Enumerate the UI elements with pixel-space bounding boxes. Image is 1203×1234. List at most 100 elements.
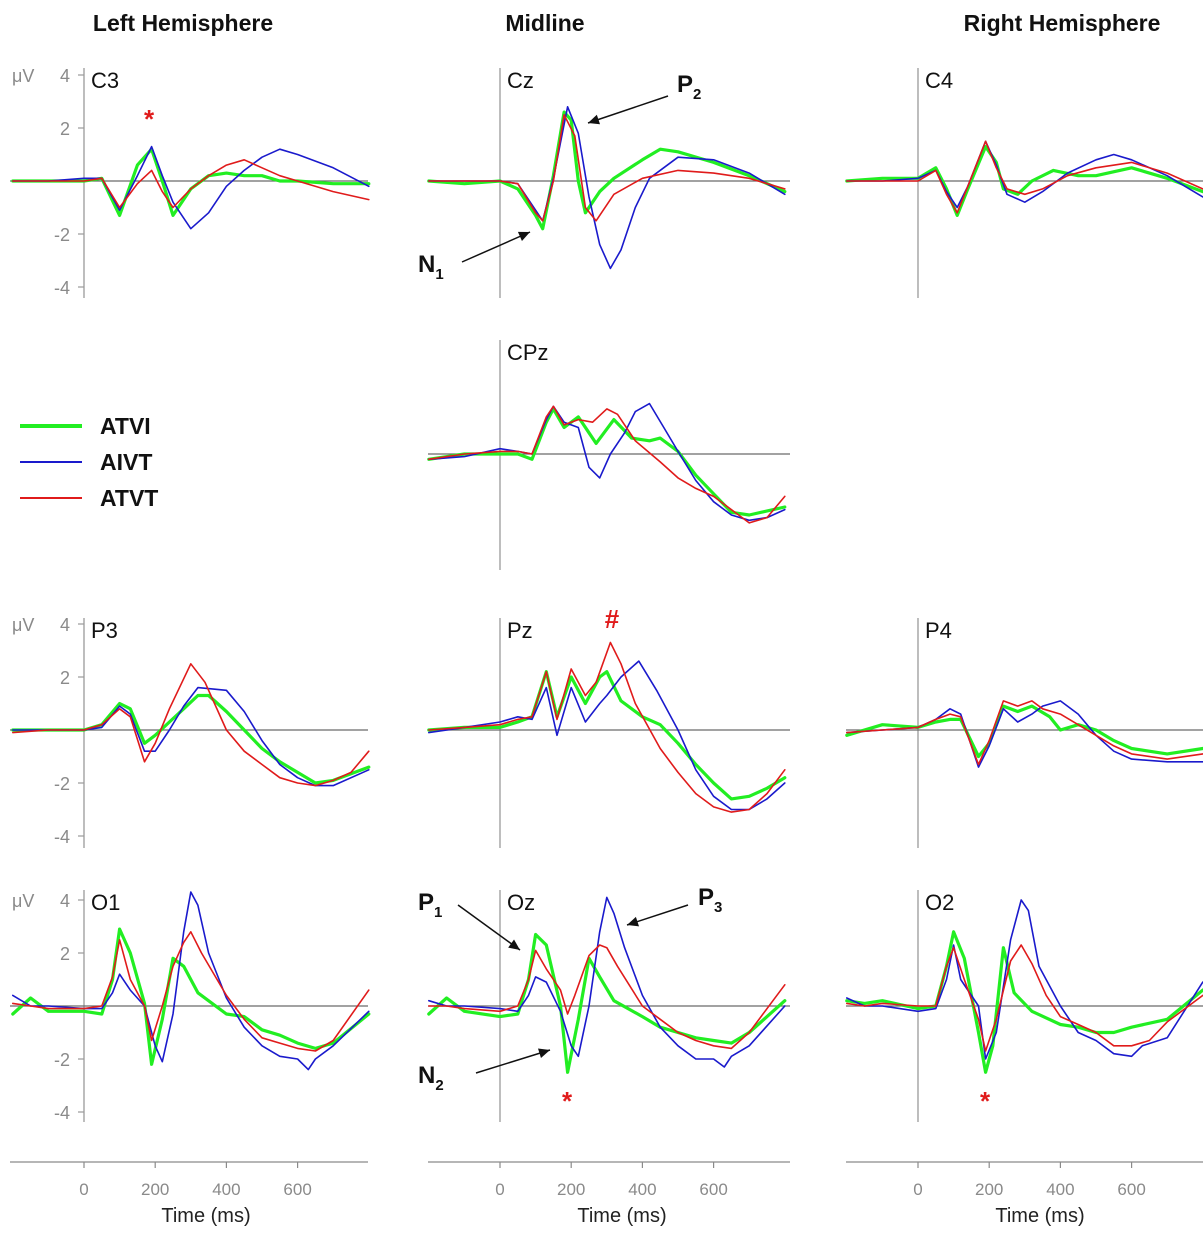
legend: ATVI AIVT ATVT	[20, 408, 158, 516]
waveform-cpz-atvt	[428, 405, 786, 524]
electrode-label-p3: P3	[91, 618, 118, 643]
y-tick-label-o1-3: -4	[54, 1103, 70, 1123]
electrode-label-o2: O2	[925, 890, 954, 915]
electrode-label-cz: Cz	[507, 68, 534, 93]
legend-label-atvi: ATVI	[100, 412, 151, 439]
unit-label-o1: μV	[12, 891, 34, 911]
legend-label-atvt: ATVT	[100, 484, 159, 511]
x-tick-label-col-2-2: 400	[1046, 1180, 1074, 1199]
arrow-cz-p2	[587, 95, 669, 124]
waveform-pz-aivt	[428, 660, 786, 811]
electrode-label-oz: Oz	[507, 890, 535, 915]
component-label-cz-n1: N1	[418, 251, 444, 283]
y-tick-label-p3-1: 2	[60, 668, 70, 688]
component-label-oz-n2-subscript: 2	[435, 1077, 443, 1094]
x-tick-label-col-2-1: 200	[975, 1180, 1003, 1199]
electrode-label-o1: O1	[91, 890, 120, 915]
legend-label-aivt: AIVT	[100, 448, 153, 475]
legend-swatch-atvt	[20, 497, 82, 499]
legend-item-atvi: ATVI	[20, 408, 158, 444]
significance-mark-c3: *	[144, 104, 155, 134]
unit-label-p3: μV	[12, 615, 34, 635]
arrow-cz-p2-head	[588, 114, 601, 125]
legend-item-aivt: AIVT	[20, 444, 158, 480]
x-axis-label-col-1: Time (ms)	[577, 1205, 666, 1227]
component-label-oz-n2: N2	[418, 1062, 444, 1094]
x-tick-label-col-1-0: 0	[495, 1180, 504, 1199]
legend-swatch-aivt	[20, 461, 82, 463]
component-label-oz-p3: P3	[698, 884, 722, 916]
waveform-c4-atvt	[846, 140, 1203, 214]
arrow-oz-n2	[475, 1049, 551, 1074]
y-tick-label-p3-2: -2	[54, 774, 70, 794]
significance-mark-pz: #	[605, 604, 620, 634]
x-tick-label-col-1-1: 200	[557, 1180, 585, 1199]
y-tick-label-c3-3: -4	[54, 278, 70, 298]
header-left-hemisphere: Left Hemisphere	[92, 10, 274, 36]
legend-swatch-atvi	[20, 424, 82, 428]
x-axis-label-col-2: Time (ms)	[995, 1205, 1084, 1227]
arrow-cz-n1	[461, 231, 531, 263]
legend-item-atvt: ATVT	[20, 480, 158, 516]
y-tick-label-c3-2: -2	[54, 225, 70, 245]
waveform-o1-atvt	[12, 931, 370, 1052]
waveform-cz-atvi	[427, 110, 787, 231]
y-tick-label-c3-1: 2	[60, 119, 70, 139]
arrow-cz-n1-head	[517, 231, 530, 242]
waveform-c3-atvt	[12, 159, 370, 209]
x-tick-label-col-0-1: 200	[141, 1180, 169, 1199]
component-label-oz-p1: P1	[418, 889, 442, 921]
arrow-oz-p1	[457, 904, 521, 951]
arrow-oz-p3-head	[627, 916, 640, 927]
waveform-p3-atvi	[11, 693, 371, 785]
waveform-o2-atvi	[845, 930, 1203, 1074]
x-tick-label-col-0-2: 400	[212, 1180, 240, 1199]
component-label-cz-p2-subscript: 2	[693, 86, 701, 103]
unit-label-c3: μV	[12, 66, 34, 86]
waveform-oz-atvi	[427, 932, 787, 1074]
waveform-oz-aivt	[428, 896, 786, 1068]
header-right-hemisphere: Right Hemisphere	[963, 10, 1161, 36]
significance-mark-o2: *	[980, 1086, 991, 1116]
waveform-p3-aivt	[12, 686, 370, 787]
waveform-p4-atvt	[846, 700, 1203, 766]
x-tick-label-col-2-0: 0	[913, 1180, 922, 1199]
x-tick-label-col-2-3: 600	[1117, 1180, 1145, 1199]
electrode-label-p4: P4	[925, 618, 952, 643]
electrode-label-cpz: CPz	[507, 340, 549, 365]
y-tick-label-o1-1: 2	[60, 944, 70, 964]
waveform-pz-atvi	[427, 670, 787, 801]
component-label-oz-p3-subscript: 3	[714, 899, 722, 916]
header-midline: Midline	[505, 10, 585, 36]
waveform-cpz-aivt	[428, 402, 786, 522]
x-tick-label-col-0-0: 0	[79, 1180, 88, 1199]
component-label-cz-p2: P2	[677, 71, 701, 103]
waveform-cz-aivt	[428, 106, 786, 270]
y-tick-label-c3-0: 4	[60, 66, 70, 86]
x-tick-label-col-1-2: 400	[628, 1180, 656, 1199]
y-tick-label-p3-0: 4	[60, 615, 70, 635]
x-axis-label-col-0: Time (ms)	[161, 1205, 250, 1227]
component-label-oz-p1-subscript: 1	[434, 904, 442, 921]
component-label-cz-n1-subscript: 1	[435, 266, 443, 283]
waveform-cz-atvt	[428, 114, 786, 222]
waveform-pz-atvt	[428, 641, 786, 813]
electrode-label-c3: C3	[91, 68, 119, 93]
waveform-p3-atvt	[12, 663, 370, 787]
waveform-o2-aivt	[846, 899, 1203, 1060]
arrow-oz-p1-head	[508, 939, 520, 950]
electrode-label-pz: Pz	[507, 618, 533, 643]
waveform-cpz-atvi	[427, 407, 787, 517]
waveform-o2-atvt	[846, 944, 1203, 1052]
significance-mark-oz: *	[562, 1086, 573, 1116]
waveform-p4-atvi	[845, 704, 1203, 759]
x-tick-label-col-1-3: 600	[699, 1180, 727, 1199]
electrode-label-c4: C4	[925, 68, 953, 93]
y-tick-label-o1-0: 4	[60, 891, 70, 911]
y-tick-label-p3-3: -4	[54, 827, 70, 847]
waveform-oz-atvt	[428, 944, 786, 1050]
y-tick-label-o1-2: -2	[54, 1050, 70, 1070]
waveform-o1-aivt	[12, 891, 370, 1071]
